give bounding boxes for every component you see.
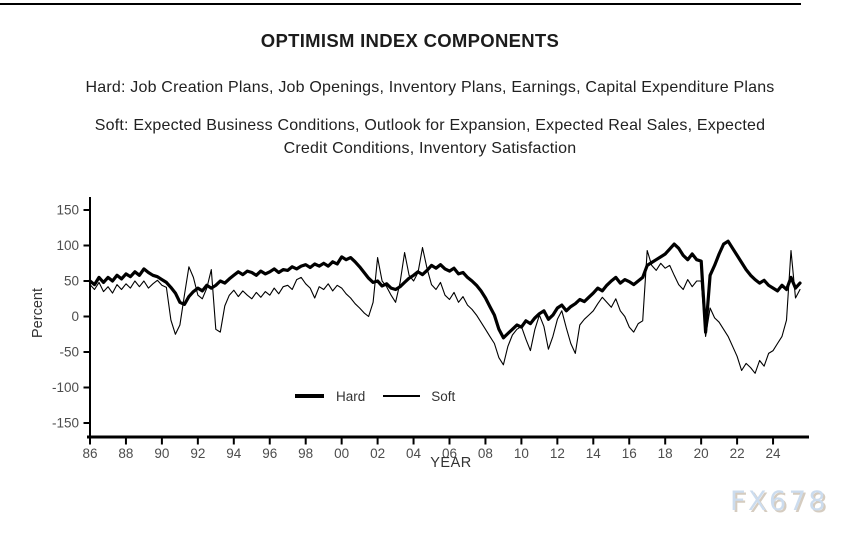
legend-label-hard: Hard xyxy=(336,388,366,404)
x-tick-label: 92 xyxy=(190,446,205,461)
x-tick-label: 24 xyxy=(766,446,782,461)
x-tick-label: 02 xyxy=(370,446,385,461)
soft-components-subtitle-line2: Credit Conditions, Inventory Satisfactio… xyxy=(283,140,577,157)
x-tick-label: 08 xyxy=(478,446,493,461)
x-tick-label: 16 xyxy=(622,446,637,461)
x-tick-label: 94 xyxy=(226,446,242,461)
y-tick-label: 150 xyxy=(56,203,79,218)
x-tick-label: 86 xyxy=(82,446,97,461)
x-tick-label: 96 xyxy=(262,446,277,461)
x-tick-label: 00 xyxy=(334,446,349,461)
y-tick-label: -50 xyxy=(59,345,79,360)
x-tick-label: 98 xyxy=(298,446,313,461)
chart-title: OPTIMISM INDEX COMPONENTS xyxy=(260,30,560,51)
top-border-line xyxy=(0,3,801,5)
x-tick-label: 20 xyxy=(694,446,709,461)
fx678-watermark: FX678 xyxy=(730,486,829,517)
y-tick-label: -150 xyxy=(52,416,79,431)
soft-series-line xyxy=(89,247,801,374)
y-tick-label: 100 xyxy=(56,238,79,253)
soft-line-sample xyxy=(383,395,421,397)
x-axis-title: YEAR xyxy=(430,455,472,471)
x-tick-label: 10 xyxy=(514,446,529,461)
x-tick-label: 90 xyxy=(154,446,169,461)
y-tick-label: 50 xyxy=(64,274,79,289)
soft-components-subtitle-line1: Soft: Expected Business Conditions, Outl… xyxy=(94,117,766,134)
chart-legend: Hard Soft xyxy=(295,388,473,404)
y-tick-label: -100 xyxy=(52,380,79,395)
x-tick-label: 22 xyxy=(730,446,745,461)
hard-components-subtitle: Hard: Job Creation Plans, Job Openings, … xyxy=(85,79,775,96)
hard-series-line xyxy=(88,239,802,340)
x-tick-label: 18 xyxy=(658,446,673,461)
x-tick-label: 88 xyxy=(118,446,133,461)
x-tick-label: 12 xyxy=(550,446,565,461)
x-tick-label: 14 xyxy=(586,446,602,461)
x-tick-label: 06 xyxy=(442,446,457,461)
hard-line-sample xyxy=(295,394,324,398)
legend-label-soft: Soft xyxy=(431,388,456,404)
y-tick-label: 0 xyxy=(71,309,79,324)
y-axis-title: Percent xyxy=(30,288,46,338)
x-tick-label: 04 xyxy=(406,446,422,461)
